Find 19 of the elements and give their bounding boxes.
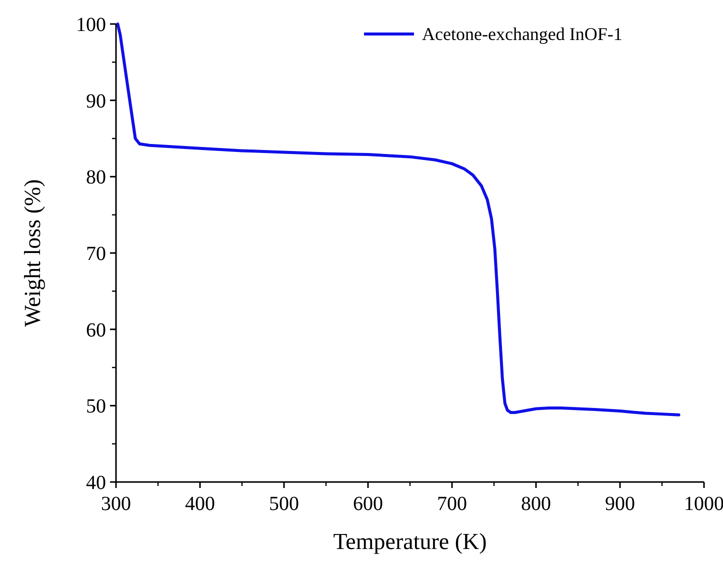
y-tick-label: 70 <box>86 243 106 265</box>
x-tick-label: 700 <box>437 493 467 515</box>
x-tick-label: 800 <box>521 493 551 515</box>
y-tick-label: 60 <box>86 319 106 342</box>
x-axis-title: Temperature (K) <box>333 529 487 554</box>
x-tick-label: 500 <box>269 493 299 515</box>
y-tick-label: 80 <box>86 166 106 189</box>
legend-label: Acetone-exchanged InOF-1 <box>422 24 622 44</box>
x-tick-label: 400 <box>185 493 215 515</box>
y-tick-label: 100 <box>76 14 106 36</box>
line-series <box>116 22 680 416</box>
y-tick-label: 50 <box>86 396 106 418</box>
x-tick-label: 300 <box>101 493 131 515</box>
x-tick-label: 600 <box>353 493 383 515</box>
y-axis-title: Weight loss (%) <box>20 179 45 327</box>
y-tick-label: 40 <box>86 472 106 494</box>
x-tick-label: 900 <box>605 493 635 515</box>
y-tick-label: 90 <box>86 90 106 112</box>
x-tick-label: 1000 <box>684 493 723 515</box>
